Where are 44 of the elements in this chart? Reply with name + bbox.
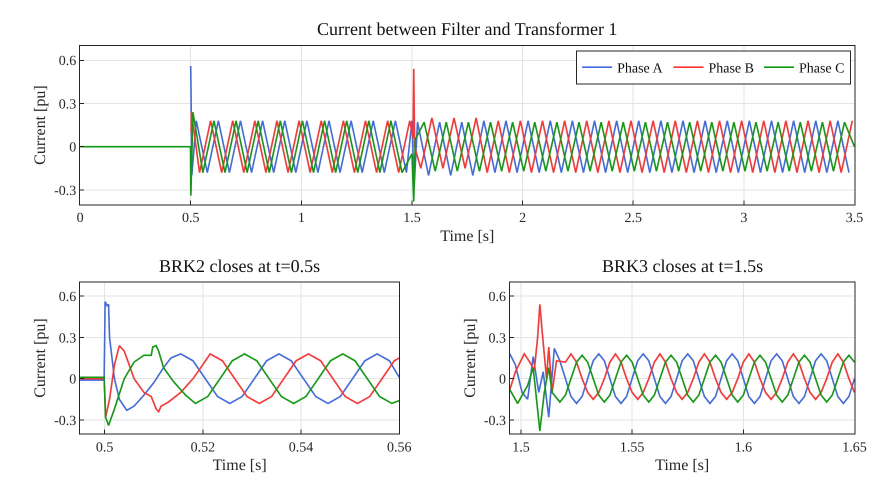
chart-title: Current between Filter and Transformer 1 [317,19,618,39]
y-axis-title: Current [pu] [32,318,50,398]
y-tick-label: -0.3 [54,414,76,429]
y-tick-label: 0 [69,372,76,388]
y-tick-label: -0.3 [484,414,506,429]
x-tick-label: 1.5 [403,211,421,226]
x-tick-label: 1.65 [842,440,867,456]
x-tick-label: 1.55 [620,440,644,456]
legend-label: Phase C [798,62,844,77]
x-tick-label: 0.56 [386,440,412,456]
y-axis-title: Current [pu] [462,318,479,398]
line-series [80,111,854,202]
line-series [510,348,854,418]
x-tick-label: 1 [298,211,305,226]
x-tick-label: 0.5 [96,440,114,456]
x-tick-label: 3.5 [846,211,864,226]
y-tick-label: -0.3 [54,184,76,199]
line-series [510,354,854,432]
y-tick-label: 0.6 [488,290,506,305]
y-tick-label: 0.3 [488,331,506,346]
x-tick-label: 0.5 [182,211,200,226]
x-tick-label: 0.54 [288,440,314,456]
y-tick-label: 0.6 [58,54,76,70]
x-tick-label: 1.6 [734,440,752,456]
y-tick-label: 0.6 [58,290,76,305]
x-axis-title: Time [s] [440,228,494,245]
x-tick-label: 2.5 [624,211,642,226]
y-tick-label: 0 [69,140,76,156]
y-tick-label: 0.3 [58,97,76,112]
x-tick-label: 1.5 [512,440,530,456]
line-series [510,304,854,400]
chart-title: BRK3 closes at t=1.5s [602,256,764,276]
x-axis-title: Time [s] [212,457,267,474]
line-series [80,300,400,412]
y-axis-title: Current [pu] [32,85,50,165]
y-tick-label: 0 [499,372,506,388]
legend-label: Phase A [617,62,664,77]
chart-title: BRK2 closes at t=0.5s [159,256,320,276]
x-tick-label: 0.52 [190,440,216,456]
y-tick-label: 0.3 [58,331,76,346]
legend-label: Phase B [708,62,754,77]
x-axis-title: Time [s] [655,457,710,474]
x-tick-label: 3 [740,211,748,226]
x-tick-label: 2 [519,211,526,226]
